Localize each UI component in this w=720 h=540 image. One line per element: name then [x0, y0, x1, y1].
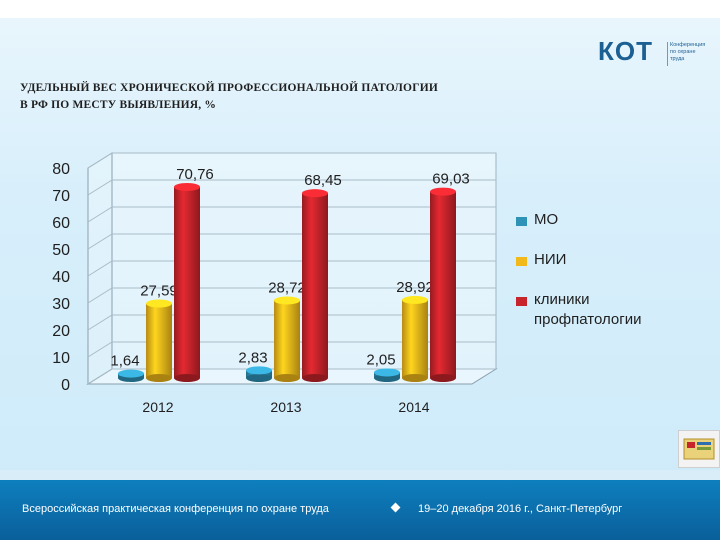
logo-sub-line-3: труда [670, 56, 685, 62]
logo-sub-line-2: по охране [670, 49, 696, 55]
bar-2013-1 [274, 300, 300, 378]
bar-2013-2 [302, 193, 328, 378]
bar-2012-2 [174, 186, 200, 378]
x-tick-label-2012: 2012 [142, 399, 173, 415]
logo-sub-line-1: Конференция [670, 42, 706, 48]
logo-subtitle: Конференция по охране труда [670, 42, 718, 63]
data-label-2014-0: 2,05 [366, 351, 395, 368]
bar-base-2013-2 [302, 374, 328, 382]
bar-2014-1 [402, 299, 428, 378]
data-label-2013-0: 2,83 [238, 349, 267, 366]
legend-swatch-mo [516, 217, 527, 226]
y-gridline [87, 260, 496, 277]
y-tick-label: 20 [52, 323, 70, 340]
bar-2014-2 [430, 191, 456, 378]
bar-top-2014-1 [402, 295, 428, 304]
bar-base-2012-1 [146, 374, 172, 382]
bar-base-2013-0 [246, 374, 272, 382]
y-gridline [87, 152, 496, 169]
y-tick-label: 40 [52, 269, 70, 286]
footer-separator [0, 470, 720, 480]
y-gridline [87, 179, 496, 196]
bar-base-2012-2 [174, 374, 200, 382]
bar-base-2014-2 [430, 374, 456, 382]
emblem-graphic [683, 438, 715, 460]
legend-label-nii: НИИ [534, 251, 567, 268]
legend-swatch-nii [516, 257, 527, 266]
y-tick-label: 70 [52, 188, 70, 205]
legend-label-clinics: клиники профпатологии [534, 291, 642, 328]
title-line-1: УДЕЛЬНЫЙ ВЕС ХРОНИЧЕСКОЙ ПРОФЕССИОНАЛЬНО… [20, 82, 439, 94]
bar-base-2014-1 [402, 374, 428, 382]
x-tick-label-2013: 2013 [270, 399, 301, 415]
y-tick-label: 30 [52, 296, 70, 313]
bar-top-2013-0 [246, 366, 272, 375]
y-gridline [87, 287, 496, 304]
data-label-2012-2: 70,76 [176, 166, 214, 183]
bar-2012-1 [146, 303, 172, 378]
chart-legend: МО НИИ клиники профпатологии [516, 210, 696, 350]
slide-title: УДЕЛЬНЫЙ ВЕС ХРОНИЧЕСКОЙ ПРОФЕССИОНАЛЬНО… [20, 80, 580, 114]
y-tick-label: 0 [61, 377, 70, 394]
bar-top-2012-0 [118, 369, 144, 378]
bar-top-2012-2 [174, 182, 200, 191]
data-label-2013-1: 28,72 [268, 279, 306, 296]
bar-top-2014-0 [374, 368, 400, 377]
y-gridline [87, 368, 496, 385]
legend-item-mo: МО [516, 210, 696, 230]
logo-text: КОТ [598, 36, 653, 66]
emblem-image [678, 430, 720, 468]
bar-top-2013-1 [274, 296, 300, 305]
y-tick-label: 80 [52, 161, 70, 178]
x-tick-label-2014: 2014 [398, 399, 429, 415]
y-gridline [87, 233, 496, 250]
bar-top-2013-2 [302, 189, 328, 198]
y-gridline [87, 341, 496, 358]
data-label-2012-1: 27,59 [140, 283, 178, 300]
data-label-2014-1: 28,92 [396, 279, 434, 296]
data-label-2014-2: 69,03 [432, 171, 470, 188]
footer-bar [0, 480, 720, 540]
bar-top-2014-2 [430, 187, 456, 196]
footer-conference-name: Всероссийская практическая конференция п… [22, 503, 329, 515]
legend-item-nii: НИИ [516, 250, 696, 270]
top-strip [0, 0, 720, 18]
logo-divider [667, 42, 668, 66]
y-tick-label: 60 [52, 215, 70, 232]
y-tick-label: 10 [52, 350, 70, 367]
bar-top-2012-1 [146, 299, 172, 308]
legend-swatch-clinics [516, 297, 527, 306]
legend-label-mo: МО [534, 211, 559, 228]
data-label-2013-2: 68,45 [304, 172, 342, 189]
bar-base-2013-1 [274, 374, 300, 382]
bar-base-2014-0 [374, 374, 400, 382]
title-line-2: В РФ ПО МЕСТУ ВЫЯВЛЕНИЯ, % [20, 99, 217, 111]
legend-item-clinics: клиники профпатологии [516, 290, 696, 330]
y-gridline [87, 314, 496, 331]
footer-date-place: 19–20 декабря 2016 г., Санкт-Петербург [418, 503, 623, 515]
y-gridline [87, 206, 496, 223]
data-label-2012-0: 1,64 [110, 353, 139, 370]
y-tick-label: 50 [52, 242, 70, 259]
